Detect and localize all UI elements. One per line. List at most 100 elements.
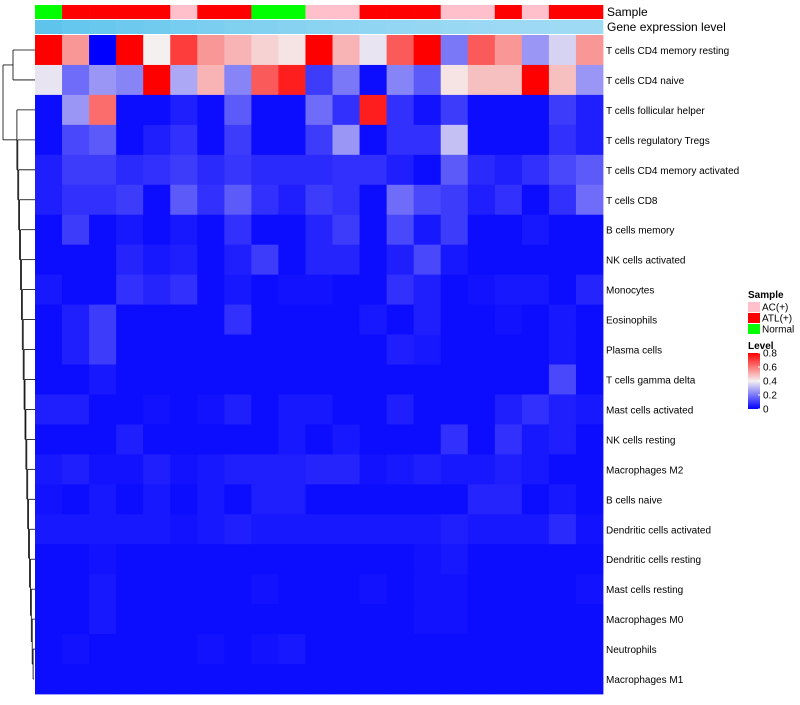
heatmap-cell xyxy=(305,454,333,485)
heatmap-cell xyxy=(35,124,63,156)
expression-annotation-cell xyxy=(170,20,198,34)
heatmap-cell xyxy=(116,364,144,395)
heatmap-cell xyxy=(494,664,523,695)
heatmap-cell xyxy=(332,334,360,365)
heatmap-cell xyxy=(224,544,252,575)
sample-annotation-cell xyxy=(521,5,550,19)
heatmap-cell xyxy=(440,484,469,515)
heatmap-cell xyxy=(170,214,198,246)
row-label: T cells CD8 xyxy=(606,196,658,207)
level-legend-title: Level xyxy=(748,341,774,352)
heatmap-cell xyxy=(440,514,469,545)
heatmap-cell xyxy=(332,424,360,455)
heatmap-cell xyxy=(575,604,604,635)
heatmap-cell xyxy=(35,304,63,335)
heatmap-cell xyxy=(305,304,333,335)
heatmap-cell xyxy=(62,154,90,186)
heatmap-cell xyxy=(116,424,144,455)
heatmap-cell xyxy=(305,154,333,186)
heatmap-cell xyxy=(575,634,604,665)
heatmap-cell xyxy=(467,394,496,425)
heatmap-cell xyxy=(116,574,144,605)
heatmap-cell xyxy=(62,574,90,605)
heatmap-cell xyxy=(440,214,469,246)
heatmap-cell xyxy=(494,394,523,425)
heatmap-cell xyxy=(89,274,117,305)
heatmap-cell xyxy=(278,664,306,695)
heatmap-cell xyxy=(143,634,171,665)
heatmap-cell xyxy=(224,244,252,276)
expression-annotation-cell xyxy=(62,20,90,34)
heatmap-cell xyxy=(467,94,496,126)
heatmap-cell xyxy=(521,364,550,395)
heatmap-cell xyxy=(440,35,469,66)
heatmap-cell xyxy=(386,244,415,276)
sample-annotation-cell xyxy=(440,5,469,19)
heatmap-cell xyxy=(116,334,144,365)
heatmap-cell xyxy=(305,574,333,605)
heatmap-cell xyxy=(170,154,198,186)
heatmap-cell xyxy=(251,334,279,365)
heatmap-cell xyxy=(89,334,117,365)
expression-annotation-cell xyxy=(35,20,63,34)
heatmap-cell xyxy=(251,244,279,276)
heatmap-cell xyxy=(413,604,442,635)
row-label: T cells CD4 memory resting xyxy=(606,46,729,57)
heatmap-cell xyxy=(359,484,388,515)
heatmap-cell xyxy=(197,184,225,216)
heatmap-cell xyxy=(575,574,604,605)
heatmap-cell xyxy=(521,124,550,156)
heatmap-cell xyxy=(116,454,144,485)
row-label: NK cells resting xyxy=(606,435,675,446)
heatmap-cell xyxy=(440,364,469,395)
expression-annotation-cell xyxy=(278,20,306,34)
heatmap-cell xyxy=(224,184,252,216)
heatmap-cell xyxy=(332,484,360,515)
heatmap-cell xyxy=(278,364,306,395)
heatmap-cell xyxy=(224,35,252,66)
heatmap-cell xyxy=(143,364,171,395)
heatmap-cell xyxy=(278,334,306,365)
sample-legend-swatch xyxy=(748,313,760,323)
expression-annotation-cell xyxy=(89,20,117,34)
heatmap-cell xyxy=(575,424,604,455)
heatmap-cell xyxy=(278,634,306,665)
heatmap-cell xyxy=(251,634,279,665)
heatmap-cell xyxy=(224,514,252,545)
heatmap-cell xyxy=(494,514,523,545)
heatmap-cell xyxy=(305,244,333,276)
heatmap-cell xyxy=(575,484,604,515)
heatmap-cell xyxy=(170,484,198,515)
heatmap-cell xyxy=(575,514,604,545)
heatmap-cell xyxy=(575,244,604,276)
heatmap-cell xyxy=(440,544,469,575)
heatmap-cell xyxy=(575,94,604,126)
heatmap-cell xyxy=(197,124,225,156)
heatmap-cell xyxy=(305,634,333,665)
heatmap-cell xyxy=(224,574,252,605)
expression-annotation-cell xyxy=(386,20,414,34)
heatmap-cell xyxy=(359,64,388,96)
heatmap-cell xyxy=(332,274,360,305)
heatmap-cell xyxy=(62,124,90,156)
heatmap-cell xyxy=(143,94,171,126)
heatmap-cell xyxy=(386,214,415,246)
heatmap-cell xyxy=(467,334,496,365)
sample-annotation-cell xyxy=(251,5,279,19)
row-label: B cells naive xyxy=(606,495,663,506)
heatmap-cell xyxy=(62,454,90,485)
heatmap-cell xyxy=(116,64,144,96)
expression-annotation-cell xyxy=(413,20,442,34)
heatmap-cell xyxy=(62,94,90,126)
expression-annotation-cell xyxy=(197,20,225,34)
heatmap-cell xyxy=(467,64,496,96)
heatmap-cell xyxy=(116,394,144,425)
sample-annotation-cell xyxy=(170,5,198,19)
heatmap-cell xyxy=(224,154,252,186)
heatmap-cell xyxy=(386,454,415,485)
heatmap-cell xyxy=(386,634,415,665)
heatmap-cell xyxy=(35,364,63,395)
heatmap-cell xyxy=(440,664,469,695)
heatmap-cell xyxy=(413,64,442,96)
sample-annotation-cell xyxy=(467,5,496,19)
